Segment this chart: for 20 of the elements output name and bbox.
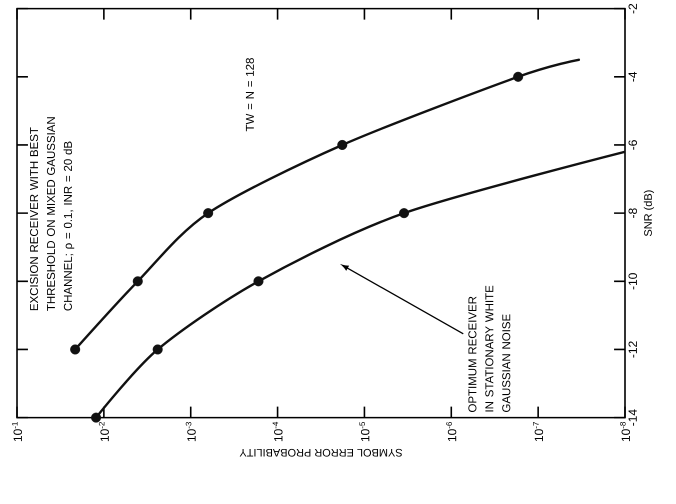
- y-tick-label: -8: [628, 208, 637, 218]
- x-tick-label: 10$^{-3}$: [186, 422, 196, 442]
- annotation: EXCISION RECEIVER WITH BEST THRESHOLD ON MIXED GAUSSIAN CHANNEL; ρ = 0.1, INR = 20 dB: [30, 117, 74, 312]
- x-tick-label: 10$^{-8}$: [620, 422, 630, 442]
- x-tick-label: 10$^{-5}$: [359, 422, 370, 442]
- x-axis-title: SYMBOL ERROR PROBABILITY: [240, 449, 402, 457]
- y-tick-label: -4: [628, 72, 637, 82]
- y-tick-label: -14: [628, 410, 637, 426]
- annotation: TW = N = 128: [246, 58, 254, 132]
- x-tick-label: 10$^{-7}$: [533, 422, 544, 442]
- x-tick-label: 10$^{-6}$: [446, 422, 456, 442]
- y-tick-label: -10: [628, 273, 637, 290]
- annotation: OPTIMUM RECEIVER IN STATIONARY WHITE GAUSSIAN NOISE: [468, 286, 510, 412]
- y-axis-title: SNR (dB): [644, 190, 654, 236]
- y-tick-label: -6: [628, 140, 637, 150]
- y-tick-label: -12: [628, 342, 637, 358]
- x-tick-label: 10$^{-1}$: [12, 422, 22, 442]
- x-tick-label: 10$^{-2}$: [98, 422, 109, 442]
- y-tick-label: -2: [628, 4, 637, 14]
- x-tick-label: 10$^{-4}$: [272, 422, 283, 442]
